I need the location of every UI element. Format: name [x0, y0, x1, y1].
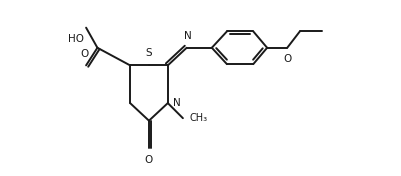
Text: N: N — [173, 98, 181, 108]
Text: N: N — [184, 32, 192, 42]
Text: O: O — [81, 49, 89, 59]
Text: S: S — [146, 48, 152, 58]
Text: O: O — [283, 54, 292, 64]
Text: O: O — [145, 155, 153, 165]
Text: CH₃: CH₃ — [190, 113, 208, 123]
Text: HO: HO — [68, 34, 84, 44]
